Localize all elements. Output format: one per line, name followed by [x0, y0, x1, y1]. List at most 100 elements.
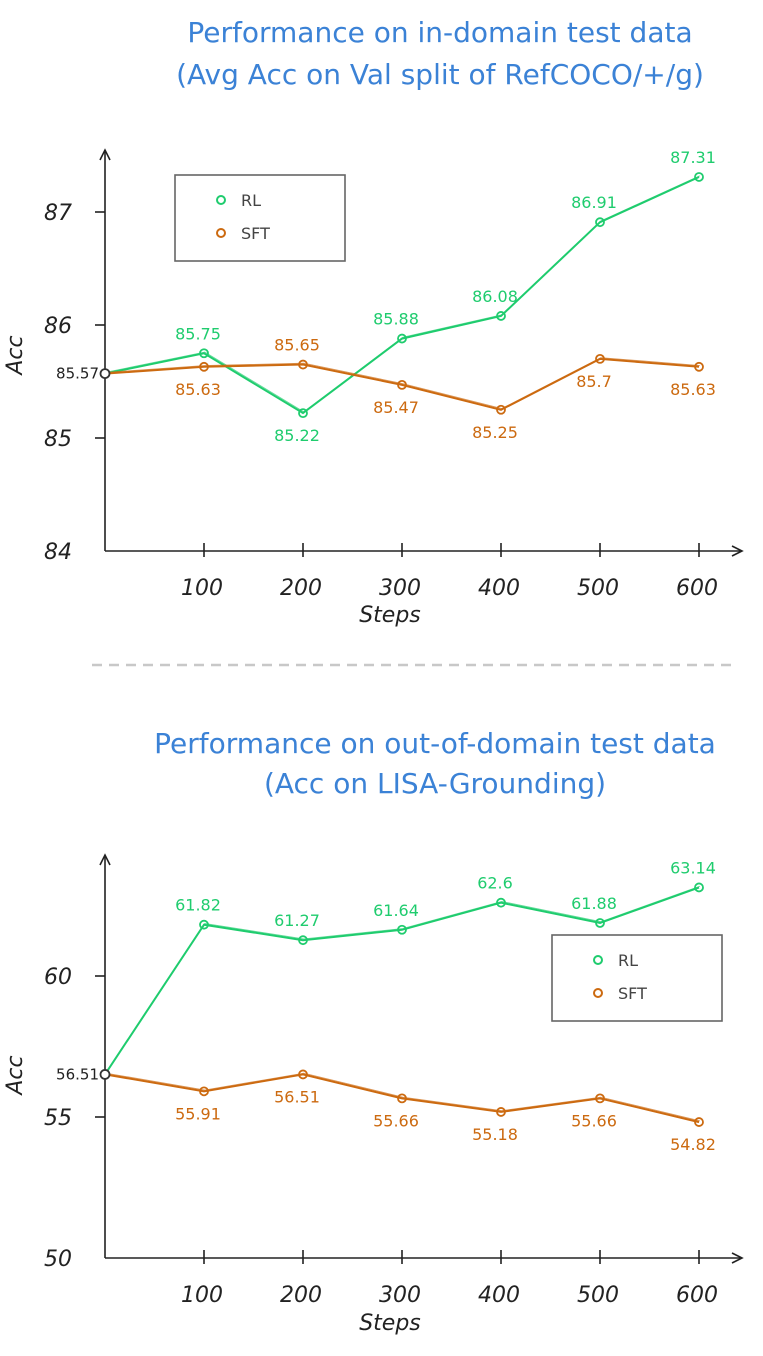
- y-tick-label: 86: [44, 314, 72, 339]
- data-point-rl: [595, 918, 605, 928]
- start-value-label: 85.57: [56, 365, 99, 383]
- data-label-rl: 61.64: [373, 901, 419, 920]
- data-label-rl: 61.27: [274, 911, 320, 930]
- chart-in-domain: Performance on in-domain test data (Avg A…: [3, 16, 744, 628]
- data-point-sft: [694, 1117, 704, 1127]
- data-point-sft: [298, 1069, 308, 1080]
- data-label-sft: 55.18: [472, 1125, 518, 1144]
- data-point-rl: [199, 919, 209, 930]
- y-axis-label: Acc: [3, 335, 28, 376]
- data-label-sft: 85.63: [175, 380, 221, 399]
- y-tick-label: 55: [44, 1106, 72, 1131]
- x-axis-label: Steps: [359, 1311, 421, 1336]
- data-label-rl: 86.08: [472, 287, 518, 306]
- series-line-sft: [104, 357, 700, 411]
- chart-title-line-2: (Acc on LISA-Grounding): [264, 767, 606, 800]
- x-axis-label: Steps: [359, 603, 421, 628]
- y-tick-label: 84: [44, 540, 72, 565]
- data-point-sft: [397, 379, 407, 390]
- data-label-sft: 55.91: [175, 1104, 221, 1123]
- data-point-sft: [496, 404, 506, 415]
- data-label-rl: 86.91: [571, 193, 617, 212]
- data-label-sft: 56.51: [274, 1087, 320, 1106]
- series-line-sketch-rl: [105, 885, 700, 1074]
- start-value-label: 56.51: [56, 1065, 99, 1083]
- series-line-sketch-sft: [105, 357, 700, 410]
- legend-marker-rl: [216, 195, 226, 205]
- x-tick-label: 500: [577, 576, 619, 601]
- data-label-rl: 62.6: [477, 874, 513, 893]
- x-axis-arrow: [731, 545, 744, 557]
- data-point-sft: [694, 361, 704, 372]
- data-label-rl: 85.75: [175, 324, 221, 343]
- chart-title-line-1: Performance on in-domain test data: [187, 16, 692, 49]
- x-tick-label: 200: [280, 576, 322, 601]
- legend-label-sft: SFT: [618, 984, 647, 1003]
- x-tick-label: 500: [577, 1283, 619, 1308]
- x-tick-label: 300: [379, 1283, 421, 1308]
- x-tick-label: 100: [181, 576, 223, 601]
- data-label-rl: 61.88: [571, 894, 617, 913]
- chart-title-line-2: (Avg Acc on Val split of RefCOCO/+/g): [176, 58, 704, 91]
- start-point: [99, 368, 111, 379]
- x-tick-label: 600: [676, 576, 718, 601]
- data-point-sft: [496, 1107, 506, 1117]
- chart-title-line-1: Performance on out-of-domain test data: [154, 727, 716, 760]
- start-point: [99, 1069, 111, 1080]
- x-tick-label: 300: [379, 576, 421, 601]
- data-point-rl: [694, 882, 704, 893]
- data-point-rl: [298, 935, 308, 946]
- data-label-sft: 55.66: [571, 1111, 617, 1130]
- data-point-sft: [595, 1093, 605, 1104]
- legend-marker-rl: [593, 955, 603, 965]
- data-point-rl: [496, 311, 506, 321]
- series-line-sketch-rl: [105, 175, 701, 413]
- data-label-sft: 85.7: [576, 372, 612, 391]
- legend-marker-sft: [593, 988, 603, 998]
- x-axis-arrow: [731, 1252, 744, 1264]
- chart-out-of-domain: Performance on out-of-domain test data (A…: [3, 727, 744, 1336]
- legend-label-rl: RL: [618, 951, 638, 970]
- data-label-rl: 87.31: [670, 148, 716, 167]
- y-tick-label: 85: [44, 427, 72, 452]
- legend-label-rl: RL: [241, 191, 261, 210]
- data-point-sft: [397, 1093, 407, 1104]
- data-point-rl: [199, 348, 209, 359]
- x-tick-label: 200: [280, 1283, 322, 1308]
- x-tick-label: 400: [478, 1283, 520, 1308]
- y-axis-arrow: [99, 148, 111, 161]
- y-tick-label: 50: [44, 1247, 72, 1272]
- data-point-rl: [496, 897, 506, 908]
- data-label-rl: 61.82: [175, 896, 221, 915]
- data-label-sft: 85.63: [670, 380, 716, 399]
- x-tick-label: 600: [676, 1283, 718, 1308]
- legend-box: [551, 934, 723, 1022]
- data-label-sft: 55.66: [373, 1111, 419, 1130]
- y-axis-label: Acc: [3, 1055, 28, 1096]
- legend-label-sft: SFT: [241, 224, 270, 243]
- data-point-rl: [298, 408, 308, 419]
- data-point-sft: [595, 353, 605, 364]
- data-point-rl: [397, 333, 407, 344]
- legend-marker-sft: [216, 228, 226, 238]
- data-label-sft: 85.65: [274, 336, 320, 355]
- x-tick-label: 400: [478, 576, 520, 601]
- y-tick-label: 60: [44, 965, 72, 990]
- data-point-sft: [199, 361, 209, 372]
- y-tick-label: 87: [44, 201, 72, 226]
- data-point-sft: [199, 1086, 209, 1097]
- data-point-sft: [298, 359, 308, 370]
- data-label-rl: 85.22: [274, 426, 320, 445]
- data-point-rl: [397, 924, 407, 935]
- data-point-rl: [694, 172, 704, 182]
- data-label-rl: 63.14: [670, 858, 716, 877]
- data-point-rl: [595, 217, 605, 228]
- series-line-sft: [104, 1073, 700, 1124]
- legend-box: [174, 174, 346, 262]
- data-label-sft: 85.25: [472, 423, 518, 442]
- data-label-rl: 85.88: [373, 310, 419, 329]
- data-label-sft: 85.47: [373, 398, 419, 417]
- data-label-sft: 54.82: [670, 1135, 716, 1154]
- y-axis-arrow: [99, 853, 111, 866]
